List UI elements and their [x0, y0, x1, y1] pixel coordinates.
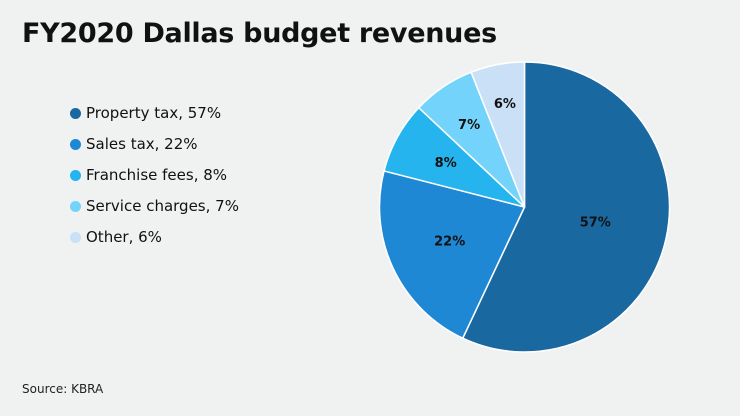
legend-item-property-tax: Property tax, 57% — [70, 103, 239, 123]
legend-item-sales-tax: Sales tax, 22% — [70, 134, 239, 154]
legend-label: Service charges, 7% — [86, 197, 239, 215]
chart-title: FY2020 Dallas budget revenues — [22, 18, 497, 49]
legend-label: Property tax, 57% — [86, 104, 222, 122]
legend-swatch-icon — [70, 169, 81, 181]
source-note: Source: KBRA — [22, 382, 104, 396]
legend-swatch-icon — [70, 231, 81, 243]
pie-slice-other — [470, 61, 526, 208]
legend-label: Franchise fees, 8% — [86, 166, 228, 184]
legend-label: Sales tax, 22% — [86, 135, 198, 153]
pie-label-sales-tax: 22% — [434, 235, 465, 250]
pie-label-other: 6% — [494, 97, 516, 112]
pie-slice-property-tax — [462, 61, 671, 353]
legend-swatch-icon — [70, 200, 81, 212]
legend-item-franchise-fees: Franchise fees, 8% — [70, 165, 239, 185]
pie-label-property-tax: 57% — [580, 215, 611, 230]
legend-item-service-charges: Service charges, 7% — [70, 196, 239, 216]
legend: Property tax, 57% Sales tax, 22% Franchi… — [70, 103, 239, 258]
pie-label-franchise-fees: 8% — [435, 156, 457, 171]
legend-item-other: Other, 6% — [70, 227, 239, 247]
legend-swatch-icon — [70, 138, 81, 150]
pie-slice-sales-tax — [378, 170, 526, 339]
pie-label-service-charges: 7% — [458, 118, 480, 133]
legend-label: Other, 6% — [86, 228, 162, 246]
legend-swatch-icon — [70, 107, 81, 119]
